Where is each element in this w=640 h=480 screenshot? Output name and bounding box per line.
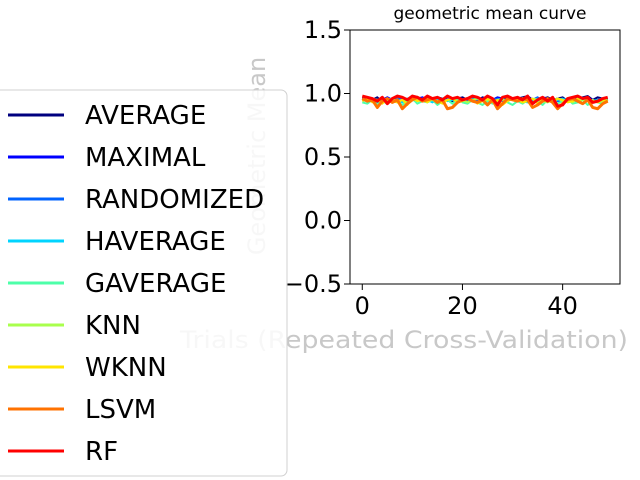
legend-label: MAXIMAL: [85, 143, 206, 173]
legend-label: HAVERAGE: [85, 227, 226, 257]
y-tick-label: −0.5: [284, 270, 342, 298]
x-tick-label: 0: [355, 292, 370, 320]
y-tick-label: 1.5: [304, 16, 342, 44]
x-tick-label: 40: [547, 292, 578, 320]
y-tick-label: 1.0: [304, 80, 342, 108]
legend-label: RF: [85, 437, 118, 467]
legend-label: GAVERAGE: [85, 269, 226, 299]
legend-label: WKNN: [85, 353, 167, 383]
legend-label: LSVM: [85, 395, 156, 425]
plot-frame: [349, 29, 621, 285]
chart-title: geometric mean curve: [393, 4, 586, 24]
y-tick-label: 0.0: [304, 207, 342, 235]
legend-label: AVERAGE: [85, 101, 206, 131]
plot-series: [361, 94, 609, 111]
legend: AVERAGE MAXIMAL RANDOMIZED HAVERAGE GAVERAGE…: [0, 89, 288, 477]
legend-label: KNN: [85, 311, 141, 341]
y-tick-label: 0.5: [304, 143, 342, 171]
legend-label: RANDOMIZED: [85, 185, 264, 215]
series-line-rf: [361, 94, 609, 108]
y-axis-ticks: −0.5 0.0 0.5 1.0 1.5: [284, 16, 350, 298]
x-axis-ticks: 0 20 40: [355, 284, 578, 320]
x-tick-label: 20: [447, 292, 478, 320]
legend-box: [0, 89, 288, 477]
